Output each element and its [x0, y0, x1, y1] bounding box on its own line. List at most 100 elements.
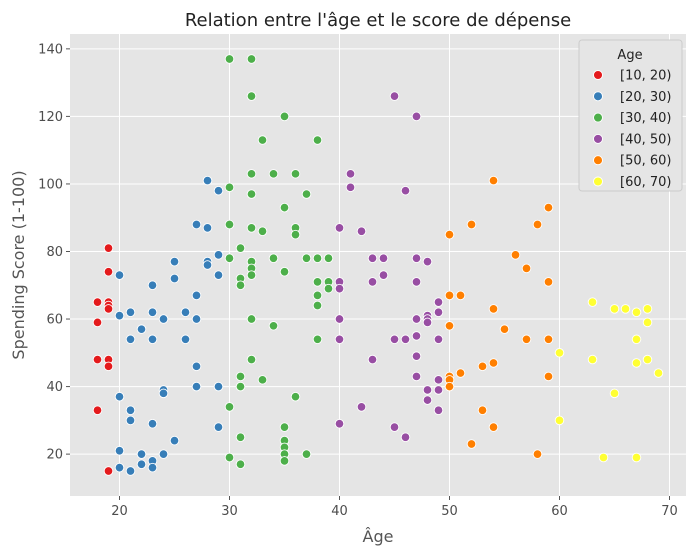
chart-title: Relation entre l'âge et le score de dépe… — [185, 10, 571, 31]
data-point — [466, 439, 477, 449]
data-point — [290, 391, 301, 402]
data-point — [411, 351, 422, 361]
data-point — [400, 185, 411, 196]
data-point — [224, 452, 235, 463]
data-point — [334, 283, 345, 294]
data-point — [367, 354, 378, 365]
data-point — [312, 277, 323, 287]
data-point — [312, 253, 323, 263]
data-point — [554, 348, 565, 358]
series-3 — [334, 91, 444, 442]
data-point — [301, 449, 312, 459]
data-point — [631, 334, 642, 345]
legend: Age [10, 20) [20, 30) [30, 40) [40, 50) [50,… — [578, 39, 683, 192]
data-point — [224, 219, 235, 230]
data-point — [290, 169, 301, 179]
x-axis-label: Âge — [363, 527, 394, 546]
legend-box — [578, 39, 683, 192]
data-point — [631, 307, 642, 318]
data-point — [642, 317, 653, 328]
data-point — [631, 452, 642, 463]
data-point — [411, 111, 422, 122]
data-point — [257, 226, 268, 236]
data-point — [268, 321, 279, 331]
x-axis-ticks: 20 30 40 50 60 70 — [111, 496, 678, 519]
data-point — [477, 361, 488, 372]
data-point — [554, 415, 565, 426]
data-point — [279, 111, 290, 122]
y-tick-label: 40 — [46, 380, 63, 395]
data-point — [191, 314, 202, 324]
data-points — [92, 54, 664, 476]
legend-label: [60, 70) — [620, 175, 672, 190]
data-point — [631, 358, 642, 368]
data-point — [114, 310, 125, 321]
data-point — [444, 290, 455, 301]
data-point — [301, 189, 312, 199]
data-point — [147, 307, 158, 318]
data-point — [334, 223, 345, 233]
data-point — [433, 334, 444, 345]
data-point — [598, 452, 609, 463]
data-point — [290, 229, 301, 240]
data-point — [543, 202, 554, 213]
y-tick-label: 120 — [38, 110, 63, 125]
data-point — [213, 250, 224, 260]
data-point — [191, 381, 202, 392]
x-tick-label: 70 — [661, 504, 678, 519]
data-point — [642, 304, 653, 314]
data-point — [312, 135, 323, 145]
data-point — [345, 182, 356, 193]
data-point — [543, 371, 554, 382]
legend-marker — [593, 112, 603, 123]
data-point — [246, 189, 257, 199]
data-point — [169, 435, 180, 446]
data-point — [356, 402, 367, 412]
x-tick-label: 50 — [441, 504, 458, 519]
data-point — [180, 307, 191, 318]
x-tick-label: 20 — [111, 504, 128, 519]
y-axis-label: Spending Score (1-100) — [9, 170, 28, 359]
data-point — [521, 334, 532, 345]
data-point — [103, 304, 114, 314]
data-point — [433, 307, 444, 318]
y-tick-label: 100 — [38, 177, 63, 192]
data-point — [213, 185, 224, 196]
data-point — [191, 219, 202, 230]
data-point — [224, 253, 235, 263]
data-point — [213, 381, 224, 392]
data-point — [114, 462, 125, 473]
legend-label: [50, 60) — [620, 154, 672, 169]
data-point — [279, 202, 290, 213]
y-tick-label: 20 — [46, 448, 63, 463]
data-point — [213, 422, 224, 432]
data-point — [499, 324, 510, 334]
data-point — [224, 402, 235, 412]
data-point — [466, 219, 477, 230]
legend-items: [10, 20) [20, 30) [30, 40) [40, 50) [50, 60)… — [593, 69, 672, 190]
data-point — [510, 250, 521, 260]
data-point — [279, 422, 290, 432]
legend-marker — [593, 70, 603, 80]
data-point — [609, 304, 620, 314]
data-point — [444, 381, 455, 392]
series-2 — [224, 54, 334, 470]
data-point — [202, 223, 213, 233]
data-point — [433, 405, 444, 415]
data-point — [103, 243, 114, 253]
data-point — [488, 358, 499, 368]
data-point — [224, 182, 235, 193]
data-point — [367, 253, 378, 263]
y-tick-label: 80 — [46, 245, 63, 260]
series-5 — [554, 297, 664, 463]
data-point — [444, 229, 455, 240]
data-point — [125, 334, 136, 345]
data-point — [158, 449, 169, 459]
data-point — [323, 253, 334, 263]
data-point — [147, 280, 158, 291]
data-point — [279, 267, 290, 277]
data-point — [246, 169, 257, 179]
data-point — [400, 334, 411, 345]
data-point — [114, 445, 125, 456]
